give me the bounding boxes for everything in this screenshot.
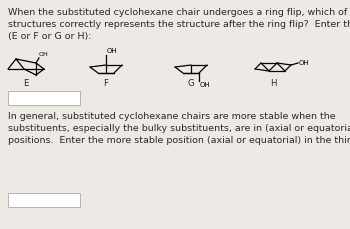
- Text: G: G: [188, 79, 194, 88]
- Text: F: F: [104, 79, 108, 88]
- Text: OH: OH: [107, 48, 118, 54]
- Text: H: H: [270, 79, 276, 88]
- Text: OH: OH: [299, 60, 310, 66]
- Text: In general, substituted cyclohexane chairs are more stable when the
substituents: In general, substituted cyclohexane chai…: [8, 112, 350, 145]
- Text: When the substituted cyclohexane chair undergoes a ring flip, which of the
struc: When the substituted cyclohexane chair u…: [8, 8, 350, 41]
- Text: E: E: [23, 79, 29, 88]
- Text: OH: OH: [39, 52, 49, 57]
- FancyBboxPatch shape: [8, 193, 80, 207]
- Text: OH: OH: [200, 82, 211, 88]
- FancyBboxPatch shape: [8, 91, 80, 105]
